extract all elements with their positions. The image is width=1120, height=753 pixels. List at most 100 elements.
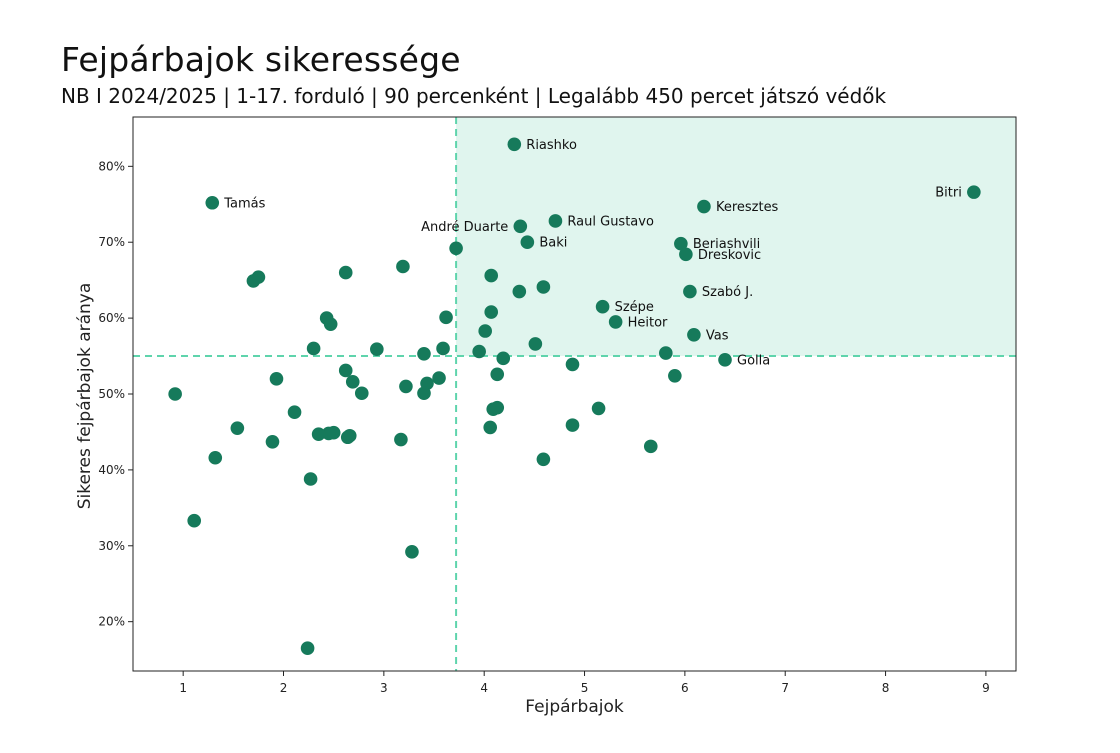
point-labels: Riashko Bitri Tamás Keresztes Raul Gustavo An… <box>223 138 962 369</box>
y-tick-label: 60% <box>98 311 125 325</box>
x-tick-label: 6 <box>681 681 689 695</box>
data-point <box>595 299 610 314</box>
y-tick-label: 70% <box>98 235 125 249</box>
data-point <box>321 426 336 441</box>
point-label: Baki <box>539 236 567 251</box>
axis-ticks: 1 2 3 4 5 6 7 8 9 20% 30% 40% 50% 60% 70% 80% <box>98 159 989 695</box>
data-point <box>399 379 413 394</box>
data-point <box>668 368 682 383</box>
x-tick-label: 3 <box>380 681 388 695</box>
data-point <box>287 405 302 420</box>
data-point <box>674 236 688 251</box>
data-point <box>548 214 563 228</box>
data-point <box>417 386 431 401</box>
data-points <box>168 137 981 656</box>
point-label: Raul Gustavo <box>567 214 654 229</box>
x-tick-label: 4 <box>480 681 488 695</box>
data-point <box>230 421 245 435</box>
data-point <box>513 219 528 234</box>
data-point <box>520 235 535 250</box>
data-point <box>643 439 658 454</box>
data-point <box>478 324 492 338</box>
y-axis-label: Sikeres fejpárbajok aránya <box>75 283 95 510</box>
data-point <box>303 472 318 486</box>
data-point <box>659 346 673 360</box>
data-point <box>449 241 463 256</box>
y-tick-label: 20% <box>98 615 125 629</box>
data-point <box>306 341 321 356</box>
data-point <box>512 284 527 299</box>
point-label: Szépe <box>615 300 654 315</box>
data-point <box>370 342 384 357</box>
data-point <box>168 387 182 401</box>
data-point <box>687 328 701 342</box>
data-point <box>679 247 693 262</box>
x-tick-label: 8 <box>882 681 890 695</box>
chart-subtitle: NB I 2024/2025 | 1-17. forduló | 90 perc… <box>61 84 887 108</box>
data-point <box>205 195 220 210</box>
data-point <box>484 305 499 319</box>
data-point <box>338 363 353 378</box>
data-point <box>536 280 551 294</box>
data-point <box>496 351 511 366</box>
data-point <box>591 401 606 416</box>
data-point <box>246 274 261 288</box>
data-point <box>536 452 551 467</box>
data-point <box>528 337 543 351</box>
x-tick-label: 2 <box>280 681 288 695</box>
x-axis-label: Fejpárbajok <box>525 697 624 717</box>
data-point <box>490 400 505 415</box>
data-point <box>300 641 315 656</box>
data-point <box>484 268 499 283</box>
highlight-quadrant <box>456 117 1016 357</box>
y-tick-label: 80% <box>98 159 125 173</box>
point-label: Bitri <box>935 186 962 201</box>
plot-frame <box>132 116 1017 672</box>
point-label: Beriashvili <box>693 237 760 252</box>
point-label: Dreskovic <box>698 248 761 263</box>
data-point <box>269 372 284 386</box>
data-point <box>432 371 446 385</box>
data-point <box>483 420 498 435</box>
y-tick-label: 30% <box>98 539 125 553</box>
x-tick-label: 9 <box>982 681 990 695</box>
data-point <box>340 430 355 445</box>
point-label: Heitor <box>628 315 668 330</box>
data-point <box>507 137 522 152</box>
data-point <box>967 185 981 199</box>
data-point <box>718 353 732 367</box>
data-point <box>683 284 697 299</box>
data-point <box>472 344 486 359</box>
data-point <box>565 357 580 372</box>
point-label: Tamás <box>223 196 265 211</box>
data-point <box>338 265 353 280</box>
data-point <box>354 386 369 401</box>
y-tick-label: 40% <box>98 463 125 477</box>
point-label: Golla <box>737 353 770 368</box>
y-tick-label: 50% <box>98 387 125 401</box>
data-point <box>396 259 410 274</box>
point-label: Riashko <box>526 138 577 153</box>
data-point <box>311 427 326 442</box>
data-point <box>394 432 408 447</box>
chart-title: Fejpárbajok sikeressége <box>61 40 461 79</box>
data-point <box>565 418 580 432</box>
data-point <box>439 310 453 325</box>
data-point <box>608 315 623 329</box>
point-label: Szabó J. <box>702 285 753 300</box>
data-point <box>436 341 450 356</box>
data-point <box>697 199 711 214</box>
data-point <box>405 545 419 559</box>
data-point <box>323 317 338 331</box>
x-tick-label: 7 <box>781 681 789 695</box>
x-tick-label: 1 <box>179 681 187 695</box>
data-point <box>208 450 223 465</box>
data-point <box>490 367 505 382</box>
data-point <box>345 375 360 389</box>
data-point <box>265 435 280 449</box>
data-point <box>187 513 202 528</box>
point-label: Keresztes <box>716 200 779 215</box>
point-label: André Duarte <box>421 220 508 235</box>
point-label: Vas <box>706 328 729 343</box>
